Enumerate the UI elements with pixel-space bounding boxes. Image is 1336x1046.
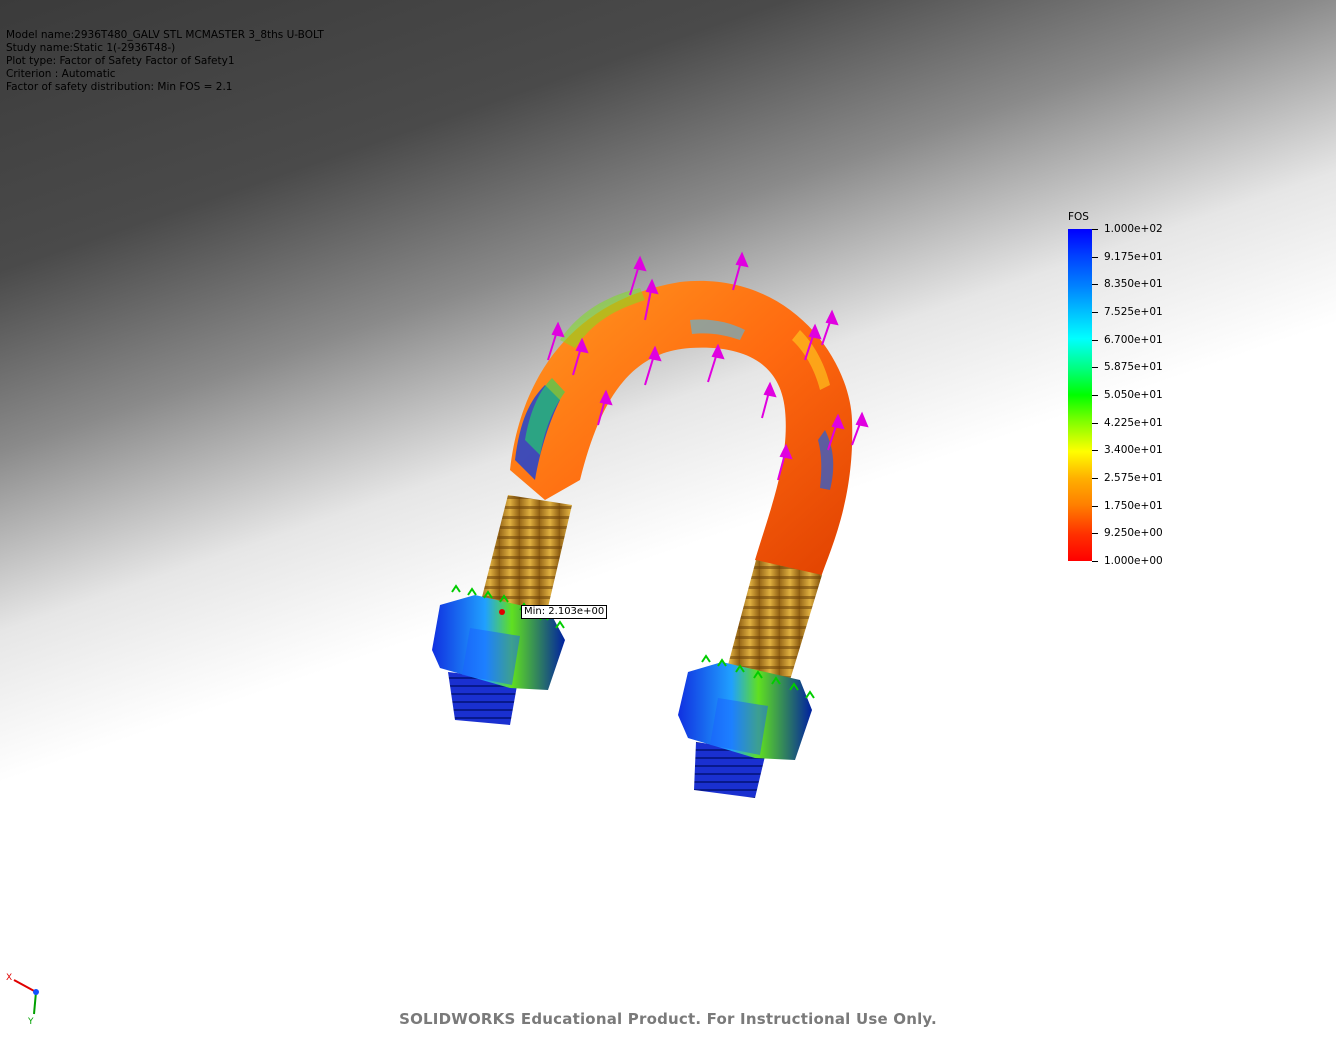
legend-tick <box>1092 450 1098 452</box>
fos-legend[interactable]: FOS 1.000e+02 9.175e+01 8.350e+01 7.525e+01… <box>1066 211 1176 571</box>
left-threaded-shank[interactable] <box>448 495 572 725</box>
fixture-markers <box>451 584 815 699</box>
legend-label: 6.700e+01 <box>1104 333 1163 346</box>
legend-label: 1.000e+02 <box>1104 223 1163 235</box>
criterion: Criterion : Automatic <box>6 68 116 80</box>
z-axis-dot <box>33 989 39 995</box>
legend-label: 8.350e+01 <box>1104 278 1163 291</box>
legend-label: 9.175e+01 <box>1104 250 1163 263</box>
plot-type: Plot type: Factor of Safety Factor of Sa… <box>6 55 235 67</box>
educational-watermark: SOLIDWORKS Educational Product. For Inst… <box>399 1010 937 1028</box>
legend-label: 1.000e+00 <box>1104 555 1163 567</box>
legend-label: 4.225e+01 <box>1104 416 1163 429</box>
study-name: Study name:Static 1(-2936T48-) <box>6 42 176 54</box>
load-arrows <box>547 251 869 481</box>
legend-tick <box>1092 395 1098 396</box>
legend-tick <box>1092 505 1098 507</box>
legend-label: 7.525e+01 <box>1104 306 1163 318</box>
legend-label: 9.250e+00 <box>1104 527 1163 540</box>
legend-tick <box>1092 339 1098 341</box>
legend-label: 2.575e+01 <box>1104 472 1163 484</box>
legend-tick <box>1092 256 1098 258</box>
fos-distribution: Factor of safety distribution: Min FOS =… <box>6 81 233 93</box>
legend-color-bar <box>1068 229 1092 561</box>
legend-label: 3.400e+01 <box>1104 444 1163 457</box>
reference-triad: X Y <box>6 973 39 1027</box>
y-axis-line <box>33 991 37 1015</box>
legend-label: 1.750e+01 <box>1104 499 1163 512</box>
legend-title: FOS <box>1068 211 1089 223</box>
legend-tick <box>1092 478 1098 479</box>
legend-tick <box>1092 561 1098 562</box>
x-axis-line <box>13 979 37 993</box>
study-info: Model name:2936T480_GALV STL MCMASTER 3_… <box>6 29 324 94</box>
min-probe-label: Min: 2.103e+00 <box>521 605 608 619</box>
legend-label: 5.050e+01 <box>1104 389 1163 401</box>
legend-tick <box>1092 229 1098 230</box>
legend-tick <box>1092 367 1098 369</box>
right-threaded-shank[interactable] <box>694 560 822 798</box>
model-name: Model name:2936T480_GALV STL MCMASTER 3_… <box>6 29 324 41</box>
u-bolt-body[interactable] <box>510 280 853 580</box>
right-hex-nut[interactable] <box>678 662 812 760</box>
x-axis-label: X <box>6 973 12 983</box>
min-probe-marker <box>499 609 505 615</box>
legend-tick <box>1092 312 1098 313</box>
legend-label: 5.875e+01 <box>1104 361 1163 374</box>
legend-tick <box>1092 533 1098 535</box>
legend-tick <box>1092 422 1098 424</box>
y-axis-label: Y <box>27 1017 34 1027</box>
legend-tick <box>1092 284 1098 286</box>
